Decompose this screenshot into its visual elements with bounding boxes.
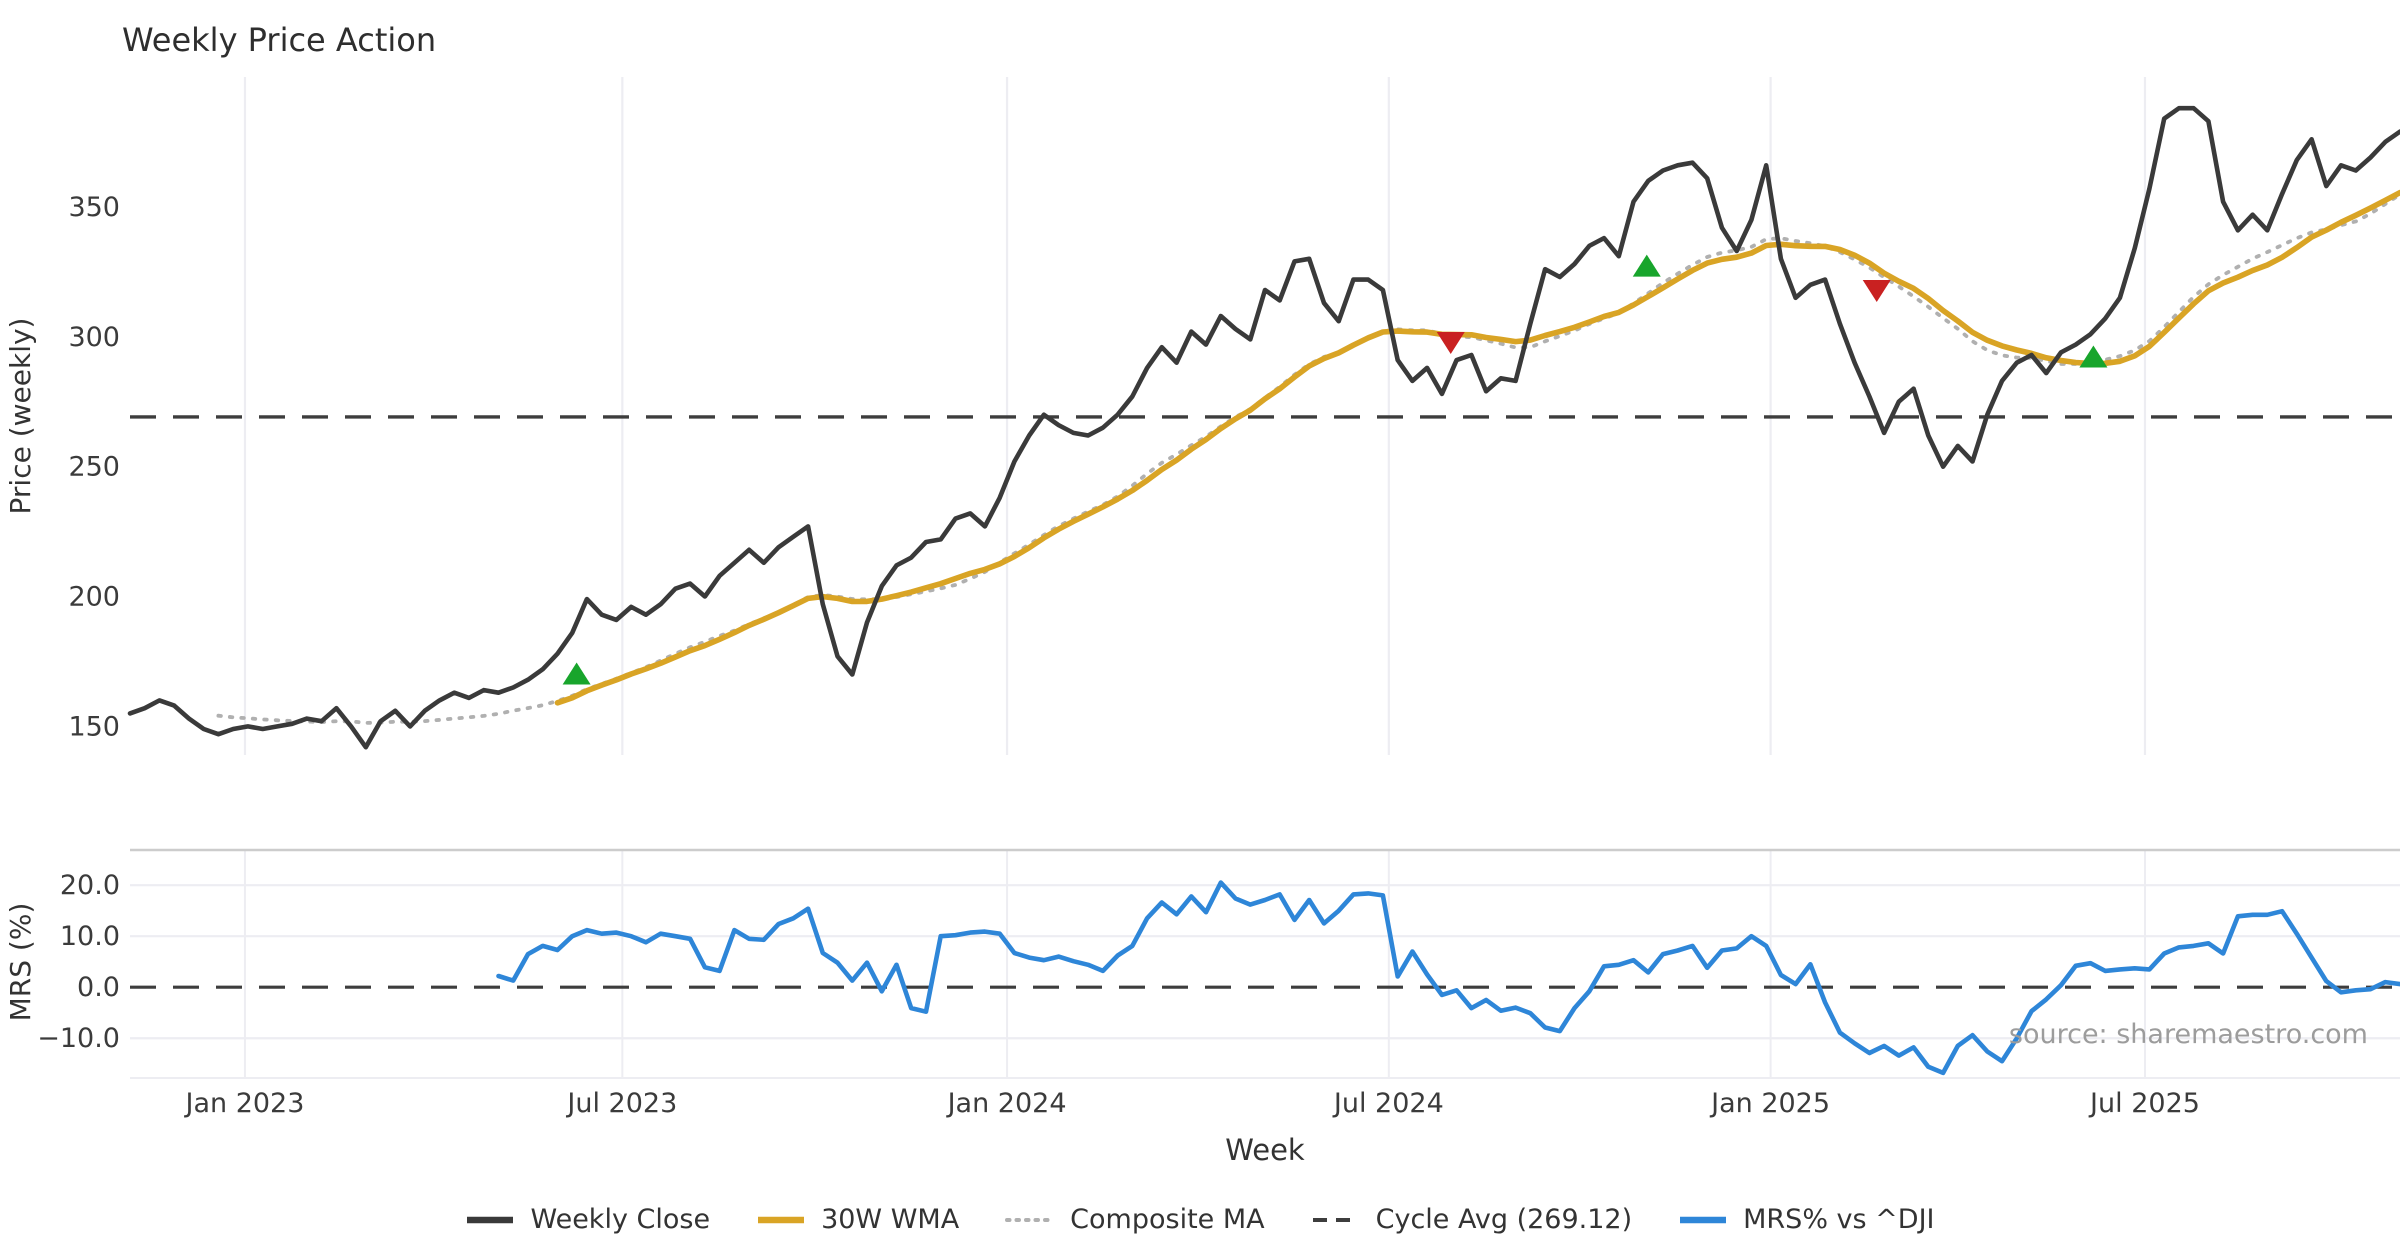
legend-swatch-icon [467, 1216, 514, 1223]
legend-item-mrs-vs-dji: MRS% vs ^DJI [1678, 1204, 1935, 1235]
x-tick-label: Jul 2025 [2088, 1088, 2200, 1119]
series-weekly-close [127, 105, 2400, 750]
legend-label: MRS% vs ^DJI [1743, 1204, 1935, 1235]
legend-item-30w-wma: 30W WMA [756, 1204, 959, 1235]
legend-label: Cycle Avg (269.12) [1375, 1204, 1633, 1235]
x-tick-label: Jan 2023 [184, 1088, 305, 1119]
price-ytick-label: 200 [68, 582, 120, 613]
legend-item-cycle-avg-269-12: Cycle Avg (269.12) [1311, 1204, 1633, 1235]
price-ytick-label: 300 [68, 322, 120, 353]
mrs-ytick-label: 20.0 [60, 870, 120, 901]
week-axis-label: Week [1225, 1133, 1305, 1167]
sell-signal-triangle-down [1862, 280, 1891, 303]
price-axis-label: Price (weekly) [4, 318, 37, 515]
price-ytick-label: 250 [68, 452, 120, 483]
price-ytick-label: 350 [68, 192, 120, 223]
x-tick-label: Jul 2023 [565, 1088, 677, 1119]
legend-item-composite-ma: Composite MA [1005, 1204, 1265, 1235]
mrs-ytick-label: 10.0 [60, 921, 120, 952]
legend-label: Composite MA [1070, 1204, 1265, 1235]
buy-signal-triangle-up [562, 662, 591, 685]
mrs-ytick-label: 0.0 [77, 972, 120, 1003]
axis-tick-labels: 150 200 250 300 350 20.0 10.0 0.0 −10.0 Jan 2023 J… [37, 192, 2200, 1119]
mrs-axis-label: MRS (%) [4, 903, 37, 1022]
x-tick-label: Jul 2024 [1332, 1088, 1444, 1119]
series-composite-ma [216, 192, 2400, 725]
x-tick-label: Jan 2024 [946, 1088, 1067, 1119]
series-lines [127, 105, 2400, 1076]
legend-swatch-icon [1005, 1217, 1056, 1222]
legend-item-weekly-close: Weekly Close [465, 1204, 710, 1235]
mrs-ytick-label: −10.0 [37, 1023, 120, 1054]
x-tick-label: Jan 2025 [1709, 1088, 1830, 1119]
chart-legend: Weekly Close 30W WMA Composite MA Cycle Avg… [0, 1204, 2400, 1235]
gridlines [130, 77, 2400, 1079]
buy-signal-triangle-up [1632, 254, 1661, 277]
legend-label: 30W WMA [821, 1204, 960, 1235]
legend-label: Weekly Close [530, 1204, 711, 1235]
legend-swatch-icon [758, 1216, 805, 1223]
legend-swatch-icon [1312, 1217, 1359, 1222]
source-note: source: sharemaestro.com [2009, 1019, 2368, 1050]
series-mrs [496, 880, 2400, 1076]
legend-swatch-icon [1680, 1216, 1727, 1223]
buy-signal-triangle-up [2079, 345, 2108, 368]
signal-markers [562, 254, 2108, 685]
price-ytick-label: 150 [68, 711, 120, 742]
sell-signal-triangle-down [1436, 331, 1465, 354]
series-30w-wma [554, 189, 2400, 706]
chart-title: Weekly Price Action [122, 21, 436, 59]
